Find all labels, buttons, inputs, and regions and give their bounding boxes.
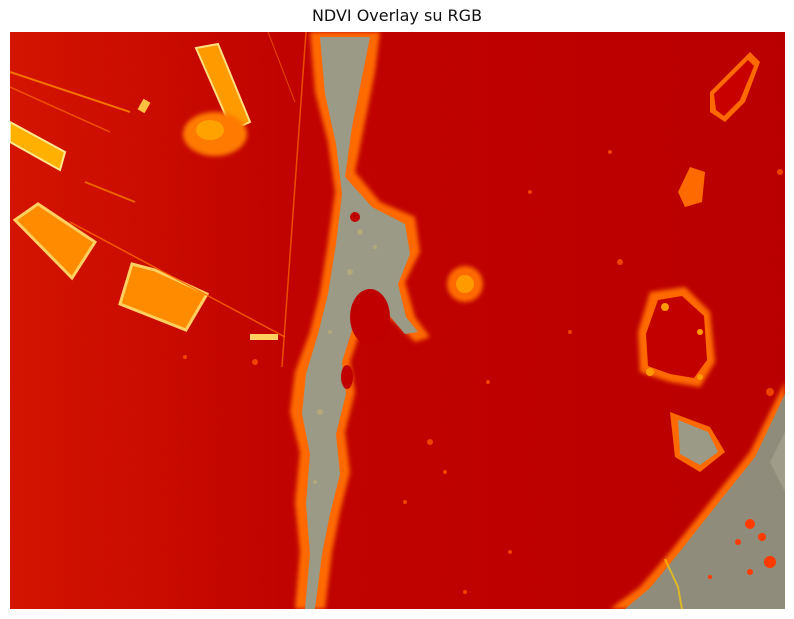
greenhouse-structures xyxy=(10,32,307,368)
figure-title: NDVI Overlay su RGB xyxy=(311,6,483,25)
ndvi-overlay-image xyxy=(10,32,785,609)
road-area xyxy=(610,382,785,609)
ndvi-speckles xyxy=(183,150,783,594)
right-soil-patches xyxy=(447,52,760,472)
bare-soil-corridor xyxy=(290,32,430,609)
